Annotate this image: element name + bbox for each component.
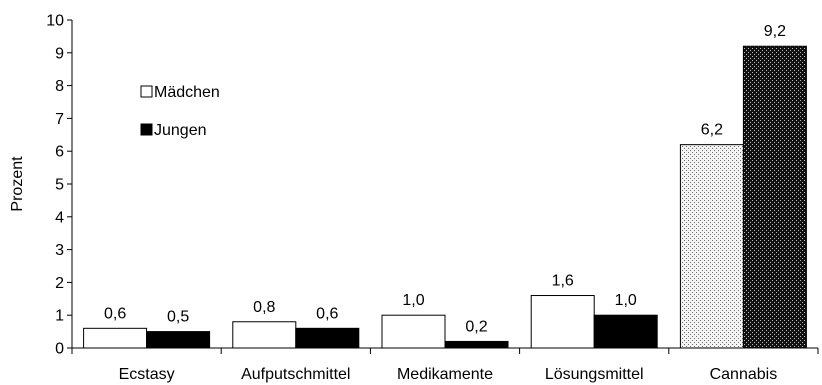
bar-jungen-3	[593, 314, 658, 349]
value-labels: 0,6 0,5 0,8 0,6 1,0 0,2 1,6 1,0 6,2 9,2	[104, 23, 786, 335]
bar-jungen-4	[742, 45, 807, 349]
data-label: 0,8	[253, 299, 275, 316]
y-tick-label: 4	[55, 209, 64, 226]
x-axis-ticks: Ecstasy Aufputschmittel Medikamente Lösungs…	[71, 348, 819, 383]
y-tick-label: 7	[55, 111, 64, 128]
y-tick-label: 3	[55, 242, 64, 259]
legend: Mädchen Jungen	[140, 84, 220, 139]
x-tick-label: Ecstasy	[119, 366, 175, 383]
y-tick-label: 6	[55, 144, 64, 161]
bar-maedchen-2	[381, 314, 446, 349]
bar-maedchen-1	[232, 321, 297, 349]
x-tick-label: Cannabis	[710, 366, 778, 383]
legend-item-maedchen: Mädchen	[140, 84, 220, 101]
y-tick-label: 9	[55, 45, 64, 62]
data-label: 6,2	[701, 122, 723, 139]
bar-jungen-2	[444, 340, 509, 349]
bar-maedchen-3	[530, 295, 595, 349]
data-label: 9,2	[764, 23, 786, 40]
data-label: 0,2	[465, 318, 487, 335]
bar-jungen-1	[295, 327, 360, 349]
data-label: 1,0	[615, 292, 637, 309]
x-tick-label: Aufputschmittel	[241, 366, 350, 383]
y-tick-label: 8	[55, 78, 64, 95]
data-label: 0,6	[316, 305, 338, 322]
y-tick-label: 2	[55, 275, 64, 292]
bars	[83, 45, 807, 349]
data-label: 0,6	[104, 305, 126, 322]
bar-maedchen-4	[679, 144, 744, 349]
y-tick-label: 1	[55, 308, 64, 325]
legend-label-maedchen: Mädchen	[154, 84, 220, 101]
data-label: 1,0	[402, 292, 424, 309]
x-tick-label: Lösungsmittel	[545, 366, 644, 383]
y-tick-label: 0	[55, 341, 64, 358]
bar-maedchen-0	[83, 327, 148, 349]
data-label: 0,5	[167, 309, 189, 326]
data-label: 1,6	[552, 273, 574, 290]
bar-jungen-0	[146, 331, 211, 349]
legend-swatch-jungen	[140, 123, 153, 136]
y-axis-ticks: 0 1 2 3 4 5 6 7 8 9 10	[46, 13, 72, 358]
legend-label-jungen: Jungen	[154, 122, 207, 139]
x-tick-label: Medikamente	[397, 366, 493, 383]
y-tick-label: 5	[55, 177, 64, 194]
legend-item-jungen: Jungen	[140, 122, 207, 139]
y-tick-label: 10	[46, 13, 64, 30]
y-axis-title: Prozent	[9, 156, 26, 212]
legend-swatch-maedchen	[140, 85, 153, 98]
